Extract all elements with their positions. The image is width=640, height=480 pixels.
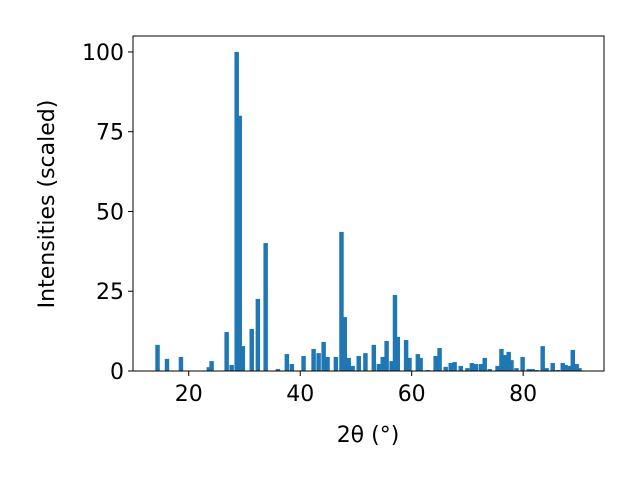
bar: [363, 353, 368, 371]
bar: [465, 368, 470, 371]
bar: [563, 364, 568, 371]
y-tick-label: 75: [96, 121, 124, 146]
bar: [403, 340, 409, 371]
bar: [560, 363, 565, 371]
bar: [448, 363, 453, 371]
bar: [514, 368, 519, 371]
bar: [458, 365, 463, 371]
bar: [289, 363, 295, 371]
bar: [311, 348, 316, 371]
bar: [499, 348, 504, 371]
bar: [550, 363, 555, 371]
bar: [240, 346, 246, 371]
bar: [384, 341, 389, 371]
bar: [570, 349, 576, 371]
x-tick-label: 40: [286, 382, 314, 407]
bar: [284, 354, 290, 371]
bar: [495, 365, 500, 371]
y-axis-label: Intensities (scaled): [35, 100, 60, 309]
bar: [164, 358, 170, 371]
bar: [263, 243, 268, 371]
bar: [574, 363, 579, 371]
x-axis-label: 2θ (°): [337, 423, 400, 448]
bar: [234, 51, 239, 371]
bar: [478, 363, 484, 371]
plot-frame: [132, 35, 605, 372]
bar: [577, 368, 582, 371]
bar: [376, 363, 382, 371]
bar: [209, 361, 214, 371]
bar: [155, 344, 160, 371]
bar: [506, 351, 511, 371]
bar: [469, 363, 475, 371]
bar: [392, 295, 398, 371]
bar: [487, 369, 492, 371]
x-tick-label: 60: [398, 382, 426, 407]
bar: [339, 231, 344, 371]
x-tick-label: 20: [175, 382, 203, 407]
bar: [520, 356, 525, 371]
y-tick-label: 50: [96, 200, 124, 225]
bar: [229, 364, 234, 371]
bar: [567, 365, 572, 371]
bar: [371, 344, 377, 371]
bar: [350, 365, 355, 371]
bar: [389, 361, 394, 371]
bar: [502, 355, 508, 371]
bar: [178, 356, 184, 371]
bar: [418, 357, 423, 371]
bar: [415, 354, 421, 371]
y-tick-label: 25: [96, 280, 124, 305]
bar: [325, 356, 330, 371]
bar: [433, 356, 438, 371]
bar: [526, 369, 531, 371]
bar: [342, 317, 348, 371]
bar: [544, 368, 549, 371]
bar: [452, 362, 457, 371]
y-tick-label: 0: [110, 360, 124, 385]
bar: [316, 353, 321, 371]
bar: [356, 356, 361, 371]
bar: [301, 356, 306, 371]
bar: [380, 356, 385, 371]
bar: [255, 298, 261, 371]
bar: [540, 346, 545, 371]
bar: [482, 357, 487, 371]
bar: [346, 357, 351, 371]
bar: [224, 332, 229, 371]
bar: [206, 367, 212, 371]
bar: [407, 357, 412, 371]
bar: [249, 328, 254, 371]
bar: [333, 356, 339, 371]
bar: [437, 348, 442, 371]
x-tick-label: 80: [509, 382, 537, 407]
bar: [530, 369, 535, 371]
bar: [321, 341, 326, 371]
bar: [395, 336, 400, 371]
bar: [443, 366, 448, 371]
bar: [473, 363, 479, 371]
bar: [509, 360, 514, 371]
bar: [237, 115, 242, 371]
y-tick-label: 100: [82, 41, 124, 66]
bar: [275, 369, 281, 371]
